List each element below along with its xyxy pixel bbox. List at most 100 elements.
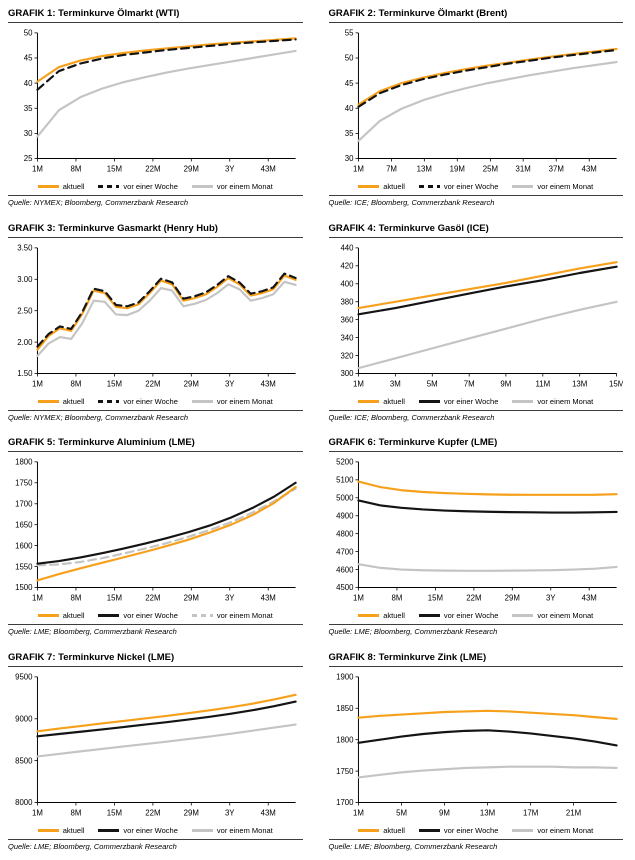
chart-title: GRAFIK 7: Terminkurve Nickel (LME)	[8, 651, 175, 663]
x-tick-label: 3Y	[225, 379, 235, 388]
x-tick-label: 3Y	[225, 165, 235, 174]
legend-label: vor einer Woche	[123, 825, 178, 835]
legend-label: vor einer Woche	[123, 611, 178, 621]
legend-item: vor einer Woche	[418, 182, 498, 191]
x-tick-label: 1M	[32, 379, 43, 388]
title-rule	[328, 236, 623, 238]
x-tick-label: 1M	[353, 594, 364, 603]
x-tick-label: 43M	[261, 165, 276, 174]
x-tick-label: 13M	[572, 379, 587, 388]
legend-swatch-aktuell	[37, 828, 59, 832]
y-tick-label: 4700	[336, 548, 354, 557]
legend-swatch-monat	[191, 614, 213, 618]
chart-source: Quelle: ICE; Bloomberg, Commerzbank Rese…	[328, 198, 495, 208]
legend-swatch-monat	[512, 185, 534, 189]
y-tick-label: 1800	[336, 735, 354, 744]
y-tick-label: 1650	[15, 521, 33, 530]
x-tick-label: 7M	[463, 379, 474, 388]
series-line-aktuell	[356, 709, 618, 720]
source-rule	[328, 195, 623, 197]
legend-item: vor einer Woche	[418, 826, 498, 835]
y-tick-label: 1750	[336, 767, 354, 776]
source-rule	[328, 624, 623, 626]
source-rule	[8, 195, 303, 197]
series-line-woche	[36, 38, 297, 92]
legend-swatch-monat	[191, 828, 213, 832]
x-tick-label: 1M	[353, 808, 364, 817]
y-tick-label: 420	[340, 261, 354, 270]
legend-swatch-woche	[418, 614, 440, 618]
y-tick-label: 9500	[15, 672, 33, 681]
chart-legend: aktuell vor einer Woche vor einem Monat	[8, 826, 303, 835]
y-tick-label: 400	[340, 279, 354, 288]
x-tick-label: 43M	[261, 379, 276, 388]
series-line-woche	[36, 482, 297, 566]
x-tick-label: 29M	[504, 594, 519, 603]
series-line-woche	[356, 499, 618, 514]
x-tick-label: 21M	[565, 808, 580, 817]
y-tick-label: 50	[344, 54, 353, 63]
x-tick-label: 13M	[479, 808, 494, 817]
source-rule	[8, 838, 303, 840]
x-tick-label: 43M	[581, 165, 596, 174]
legend-label: vor einem Monat	[537, 182, 594, 192]
legend-swatch-woche	[98, 828, 120, 832]
legend-swatch-woche	[418, 828, 440, 832]
x-tick-label: 8M	[70, 808, 81, 817]
y-tick-label: 40	[344, 104, 353, 113]
legend-swatch-aktuell	[358, 828, 380, 832]
title-rule	[8, 451, 303, 453]
legend-label: vor einem Monat	[216, 825, 273, 835]
series-line-aktuell	[356, 480, 618, 497]
series-line-aktuell	[36, 37, 297, 84]
legend-swatch-monat	[191, 185, 213, 189]
chart-title: GRAFIK 5: Terminkurve Aluminium (LME)	[8, 437, 195, 448]
x-tick-label: 22M	[145, 165, 160, 174]
legend-item: vor einer Woche	[98, 611, 178, 621]
x-tick-label: 3Y	[225, 808, 235, 817]
chart-title: GRAFIK 4: Terminkurve Gasöl (ICE)	[328, 222, 489, 234]
chart-legend: aktuell vor einer Woche vor einem Monat	[329, 826, 624, 835]
legend-label: vor einer Woche	[123, 182, 178, 192]
series-line-woche	[356, 49, 618, 109]
series-line-woche	[36, 272, 297, 348]
y-tick-label: 380	[340, 297, 354, 306]
y-tick-label: 4800	[336, 530, 354, 539]
y-tick-label: 50	[24, 29, 33, 38]
y-tick-label: 35	[24, 104, 33, 113]
title-rule	[328, 665, 623, 667]
x-tick-label: 15M	[107, 165, 122, 174]
y-tick-label: 25	[24, 155, 33, 164]
y-tick-label: 55	[344, 29, 353, 38]
chart-source: Quelle: LME; Bloomberg, Commerzbank Rese…	[328, 627, 498, 637]
x-tick-label: 15M	[107, 808, 122, 817]
series-line-monat	[36, 723, 297, 758]
chart-source: Quelle: LME; Bloomberg, Commerzbank Rese…	[328, 841, 498, 851]
legend-item: vor einem Monat	[191, 182, 273, 191]
chart-panel-1: GRAFIK 1: Terminkurve Ölmarkt (WTI) 25 30 3…	[8, 8, 303, 215]
x-tick-label: 43M	[261, 808, 276, 817]
chart-canvas: 4500 4600 4700 4800 4900 5000 5100 5200 1M 8M 15M 2…	[336, 458, 618, 603]
chart-title: GRAFIK 3: Terminkurve Gasmarkt (Henry Hu…	[8, 222, 218, 234]
series-line-monat	[356, 61, 618, 143]
chart-title: GRAFIK 6: Terminkurve Kupfer (LME)	[328, 437, 498, 448]
legend-swatch-aktuell	[358, 399, 380, 403]
y-tick-label: 9000	[15, 714, 33, 723]
y-tick-label: 1700	[15, 500, 33, 509]
x-tick-label: 25M	[482, 165, 497, 174]
legend-label: aktuell	[62, 825, 85, 835]
chart-legend: aktuell vor einer Woche vor einem Monat	[8, 397, 303, 406]
y-tick-label: 1550	[15, 563, 33, 572]
series-line-woche	[356, 729, 618, 747]
y-tick-label: 5000	[336, 494, 354, 503]
title-rule	[8, 22, 303, 24]
x-tick-label: 5M	[396, 808, 407, 817]
y-tick-label: 340	[340, 333, 354, 342]
y-tick-label: 1.50	[17, 369, 33, 378]
chart-title: GRAFIK 8: Terminkurve Zink (LME)	[328, 651, 487, 663]
legend-item: vor einer Woche	[418, 396, 499, 406]
y-tick-label: 2.50	[17, 306, 33, 315]
legend-label: vor einer Woche	[443, 396, 499, 406]
y-tick-label: 4600	[336, 566, 354, 575]
